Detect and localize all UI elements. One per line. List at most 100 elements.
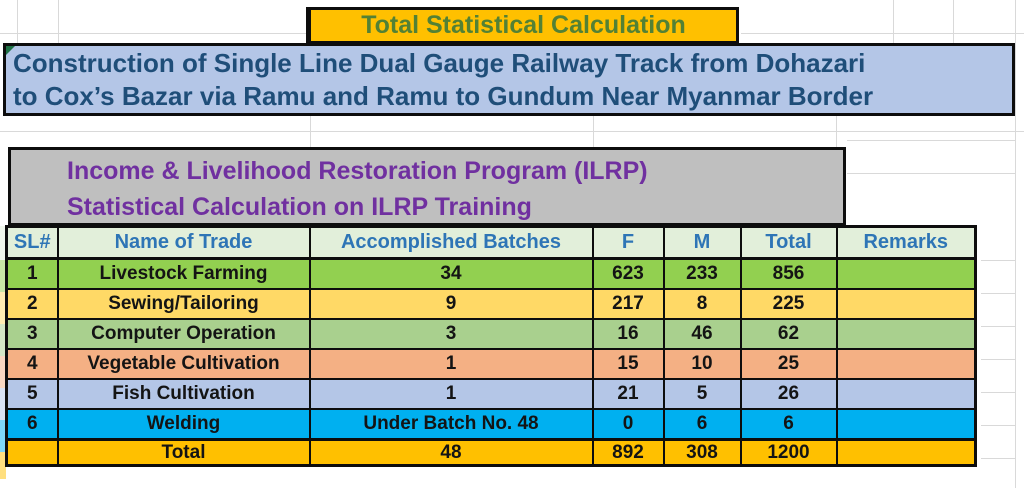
strip-row [0,388,6,420]
cell-remarks[interactable] [835,288,977,320]
gridline [0,33,306,34]
cell-total[interactable]: 1200 [739,438,838,467]
cell-f[interactable]: 15 [591,348,665,380]
column-header-total[interactable]: Total [739,225,838,260]
table-row: 2 Sewing/Tailoring 9 217 8 225 [5,288,977,320]
table-row: 5 Fish Cultivation 1 21 5 26 [5,378,977,410]
gridline [741,33,1024,34]
gridline [847,173,1015,174]
cell-batches[interactable]: 9 [308,288,594,320]
ilrp-table: SL# Name of Trade Accomplished Batches F… [5,225,977,467]
column-header-m[interactable]: M [662,225,742,260]
gridline [847,140,1015,141]
gridline [981,392,1015,393]
cell-total[interactable]: 6 [739,408,838,441]
cell-trade[interactable]: Fish Cultivation [56,378,311,410]
gridline [58,0,59,43]
cell-trade[interactable]: Welding [56,408,311,441]
cell-flag-triangle [6,46,15,55]
column-header-sl[interactable]: SL# [5,225,59,260]
cell-total[interactable]: 26 [739,378,838,410]
gridline [981,458,1015,459]
column-header-f[interactable]: F [591,225,665,260]
column-header-batches[interactable]: Accomplished Batches [308,225,594,260]
cell-sl[interactable]: 2 [5,288,59,320]
cell-trade[interactable]: Livestock Farming [56,257,311,290]
gridline [981,326,1015,327]
gridline [893,0,894,43]
cell-trade[interactable]: Sewing/Tailoring [56,288,311,320]
gridline [0,131,1024,132]
cell-sl[interactable]: 4 [5,348,59,380]
strip-row [0,356,6,388]
strip-row [0,420,6,452]
cell-sl[interactable]: 3 [5,318,59,350]
cell-sl[interactable] [5,438,59,467]
gridline [981,293,1015,294]
cell-m[interactable]: 10 [662,348,742,380]
cell-remarks[interactable] [835,348,977,380]
cell-remarks[interactable] [835,438,977,467]
cell-f[interactable]: 892 [591,438,665,467]
table-header-row: SL# Name of Trade Accomplished Batches F… [5,225,977,260]
total-row: Total 48 892 308 1200 [5,438,977,467]
gridline [981,260,1015,261]
cell-m[interactable]: 5 [662,378,742,410]
cell-sl[interactable]: 5 [5,378,59,410]
cell-batches[interactable]: 48 [308,438,594,467]
program-banner-line2: Statistical Calculation on ILRP Training [67,193,532,221]
strip-total [0,452,6,479]
strip-row [0,324,6,356]
title-banner[interactable]: Total Statistical Calculation [306,7,739,44]
strip-row [0,260,6,292]
cell-batches[interactable]: 1 [308,348,594,380]
cell-m[interactable]: 6 [662,408,742,441]
project-title-line1: Construction of Single Line Dual Gauge R… [13,48,866,78]
cell-batches[interactable]: 34 [308,257,594,290]
cell-remarks[interactable] [835,257,977,290]
cell-total[interactable]: 25 [739,348,838,380]
cell-f[interactable]: 16 [591,318,665,350]
cell-remarks[interactable] [835,408,977,441]
cell-f[interactable]: 0 [591,408,665,441]
gridline [1015,0,1016,488]
cell-remarks[interactable] [835,378,977,410]
column-header-trade[interactable]: Name of Trade [56,225,311,260]
cell-sl[interactable]: 1 [5,257,59,290]
project-title-line2: to Cox’s Bazar via Ramu and Ramu to Gund… [13,81,874,111]
gridline [310,116,311,147]
cell-m[interactable]: 233 [662,257,742,290]
strip-row [0,292,6,324]
cell-f[interactable]: 21 [591,378,665,410]
table-row: 1 Livestock Farming 34 623 233 856 [5,257,977,290]
gridline [981,425,1015,426]
program-banner-line1: Income & Livelihood Restoration Program … [67,157,648,185]
cell-batches[interactable]: 1 [308,378,594,410]
cell-f[interactable]: 217 [591,288,665,320]
cell-total-label[interactable]: Total [56,438,311,467]
cell-total[interactable]: 62 [739,318,838,350]
cell-total[interactable]: 856 [739,257,838,290]
row-color-strip [0,226,6,479]
table-row: 4 Vegetable Cultivation 1 15 10 25 [5,348,977,380]
cell-trade[interactable]: Computer Operation [56,318,311,350]
cell-total[interactable]: 225 [739,288,838,320]
table-row: 6 Welding Under Batch No. 48 0 6 6 [5,408,977,441]
cell-trade[interactable]: Vegetable Cultivation [56,348,311,380]
cell-m[interactable]: 8 [662,288,742,320]
strip-header [0,226,6,260]
project-title-banner[interactable]: Construction of Single Line Dual Gauge R… [3,43,1015,116]
cell-batches[interactable]: Under Batch No. 48 [308,408,594,441]
cell-sl[interactable]: 6 [5,408,59,441]
cell-f[interactable]: 623 [591,257,665,290]
gridline [953,0,954,43]
cell-m[interactable]: 46 [662,318,742,350]
cell-batches[interactable]: 3 [308,318,594,350]
cell-remarks[interactable] [835,318,977,350]
cell-m[interactable]: 308 [662,438,742,467]
gridline [593,116,594,147]
table-row: 3 Computer Operation 3 16 46 62 [5,318,977,350]
column-header-remarks[interactable]: Remarks [835,225,977,260]
program-banner[interactable]: Income & Livelihood Restoration Program … [8,147,846,226]
